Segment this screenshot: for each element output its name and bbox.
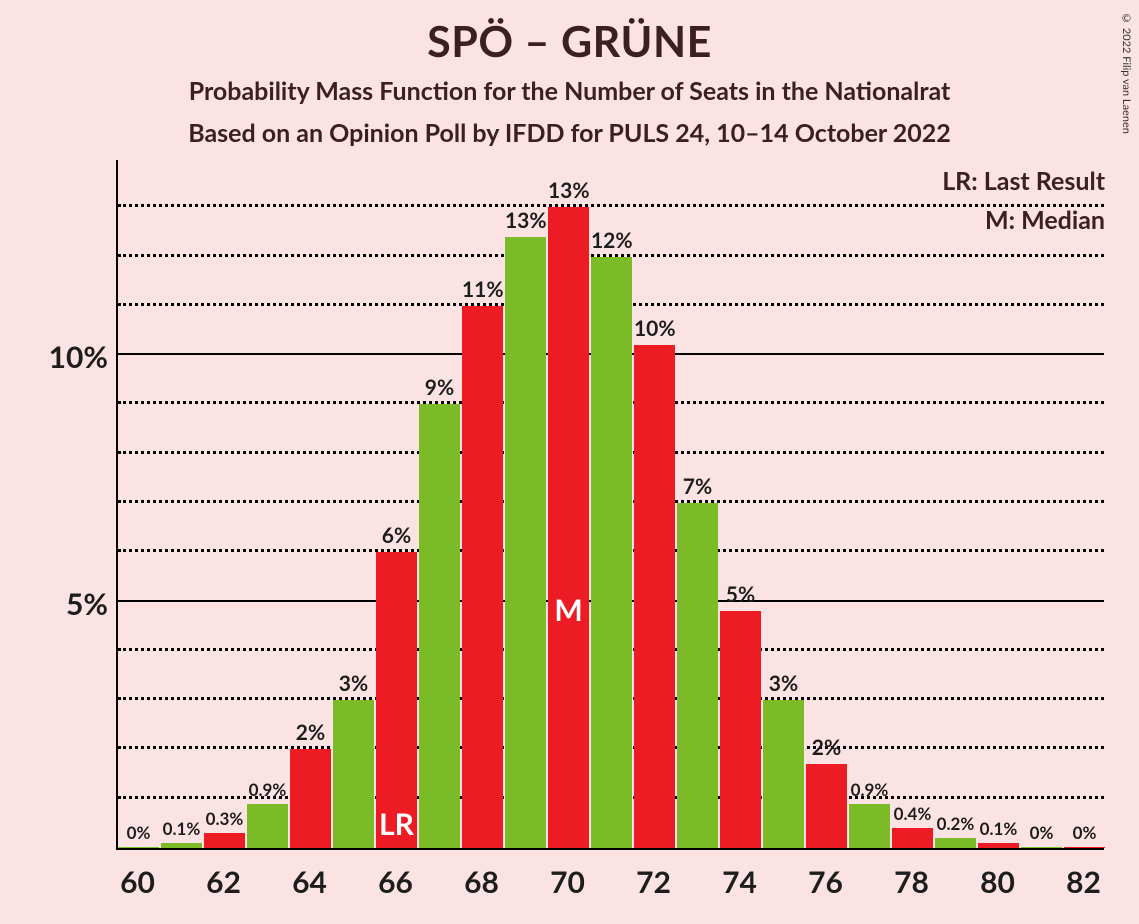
chart-bar: 13% <box>505 237 546 848</box>
bar-value-label: 0.9% <box>247 779 288 800</box>
y-tick-label: 10% <box>30 339 108 375</box>
bar-value-label: 0% <box>1064 822 1105 843</box>
chart-bar: 13%M <box>548 207 589 848</box>
chart-bar: 7% <box>677 503 718 848</box>
chart-bar: 2% <box>290 749 331 848</box>
bar-value-label: 9% <box>419 375 460 400</box>
x-tick-label: 78 <box>894 864 929 900</box>
bar-value-label: 7% <box>677 474 718 499</box>
y-tick-label: 5% <box>30 586 108 622</box>
chart-bar: 6%LR <box>376 552 417 848</box>
chart-bar: 3% <box>333 700 374 848</box>
bar-value-label: 11% <box>462 277 503 302</box>
chart-bar: 0% <box>1064 847 1105 848</box>
chart-bar: 0.9% <box>849 804 890 848</box>
chart-bar: 2% <box>806 764 847 848</box>
x-tick-label: 70 <box>550 864 585 900</box>
chart-bar: 0.3% <box>204 833 245 848</box>
chart-bar: 0.4% <box>892 828 933 848</box>
chart-subtitle-1: Probability Mass Function for the Number… <box>0 76 1139 106</box>
chart-bar: 0.2% <box>935 838 976 848</box>
gridline-minor <box>118 204 1104 207</box>
bar-value-label: 2% <box>290 720 331 745</box>
chart-bar: 5% <box>720 611 761 848</box>
x-tick-label: 68 <box>464 864 499 900</box>
bar-value-label: 0.1% <box>161 818 202 839</box>
bar-value-label: 0.1% <box>978 818 1019 839</box>
chart-bar: 9% <box>419 404 460 848</box>
chart-subtitle-2: Based on an Opinion Poll by IFDD for PUL… <box>0 118 1139 148</box>
bar-value-label: 0.2% <box>935 813 976 834</box>
x-tick-label: 82 <box>1066 864 1101 900</box>
bar-value-label: 13% <box>548 178 589 203</box>
chart-bar: 10% <box>634 345 675 848</box>
bar-value-label: 10% <box>634 316 675 341</box>
bar-value-label: 2% <box>806 735 847 760</box>
median-marker: M <box>548 592 589 628</box>
x-tick-label: 76 <box>808 864 843 900</box>
chart-bar: 0% <box>118 847 159 848</box>
bar-value-label: 6% <box>376 523 417 548</box>
chart-bar: 3% <box>763 700 804 848</box>
bar-value-label: 3% <box>333 671 374 696</box>
chart-bar: 0.1% <box>161 843 202 848</box>
bar-value-label: 0.9% <box>849 779 890 800</box>
plot-area: 0%0.1%0.3%0.9%2%3%6%LR9%11%13%13%M12%10%… <box>116 160 1104 850</box>
x-tick-label: 80 <box>980 864 1015 900</box>
x-tick-label: 60 <box>120 864 155 900</box>
bar-value-label: 0% <box>1021 822 1062 843</box>
last-result-marker: LR <box>376 806 417 842</box>
x-tick-label: 66 <box>378 864 413 900</box>
bar-value-label: 5% <box>720 582 761 607</box>
bar-value-label: 12% <box>591 228 632 253</box>
chart-bar: 11% <box>462 306 503 848</box>
bar-value-label: 0.4% <box>892 803 933 824</box>
chart-bar: 0.9% <box>247 804 288 848</box>
bar-value-label: 3% <box>763 671 804 696</box>
x-tick-label: 74 <box>722 864 757 900</box>
x-tick-label: 64 <box>292 864 327 900</box>
bar-value-label: 13% <box>505 208 546 233</box>
chart-bar: 12% <box>591 257 632 848</box>
chart-bar: 0% <box>1021 847 1062 848</box>
bar-value-label: 0% <box>118 822 159 843</box>
x-tick-label: 62 <box>206 864 241 900</box>
chart-bar: 0.1% <box>978 843 1019 848</box>
chart-canvas: © 2022 Filip van Laenen SPÖ – GRÜNE Prob… <box>0 0 1139 924</box>
chart-title: SPÖ – GRÜNE <box>0 16 1139 67</box>
bar-value-label: 0.3% <box>204 808 245 829</box>
x-tick-label: 72 <box>636 864 671 900</box>
